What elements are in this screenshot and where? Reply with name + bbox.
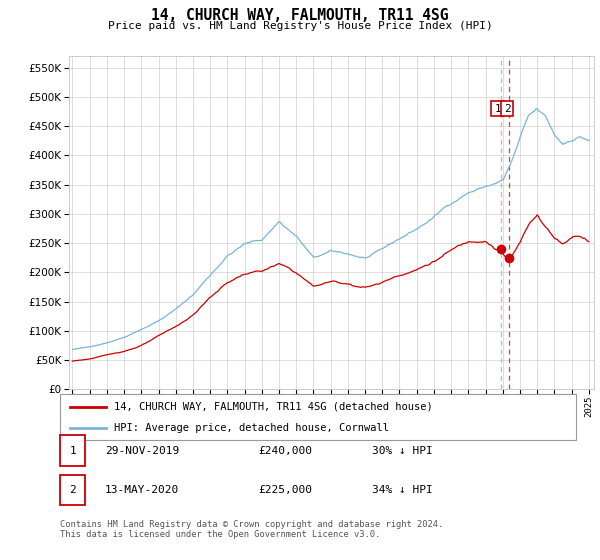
Text: 29-NOV-2019: 29-NOV-2019 <box>105 446 179 456</box>
Text: 1: 1 <box>69 446 76 456</box>
Text: Contains HM Land Registry data © Crown copyright and database right 2024.
This d: Contains HM Land Registry data © Crown c… <box>60 520 443 539</box>
Text: 1: 1 <box>494 104 501 114</box>
Text: 2: 2 <box>69 485 76 495</box>
Text: £240,000: £240,000 <box>258 446 312 456</box>
Text: HPI: Average price, detached house, Cornwall: HPI: Average price, detached house, Corn… <box>114 423 389 433</box>
Text: £225,000: £225,000 <box>258 485 312 495</box>
Text: 13-MAY-2020: 13-MAY-2020 <box>105 485 179 495</box>
Text: 2: 2 <box>503 104 511 114</box>
Text: 14, CHURCH WAY, FALMOUTH, TR11 4SG (detached house): 14, CHURCH WAY, FALMOUTH, TR11 4SG (deta… <box>114 402 433 412</box>
Text: 30% ↓ HPI: 30% ↓ HPI <box>372 446 433 456</box>
Text: 34% ↓ HPI: 34% ↓ HPI <box>372 485 433 495</box>
Text: Price paid vs. HM Land Registry's House Price Index (HPI): Price paid vs. HM Land Registry's House … <box>107 21 493 31</box>
Text: 14, CHURCH WAY, FALMOUTH, TR11 4SG: 14, CHURCH WAY, FALMOUTH, TR11 4SG <box>151 8 449 24</box>
